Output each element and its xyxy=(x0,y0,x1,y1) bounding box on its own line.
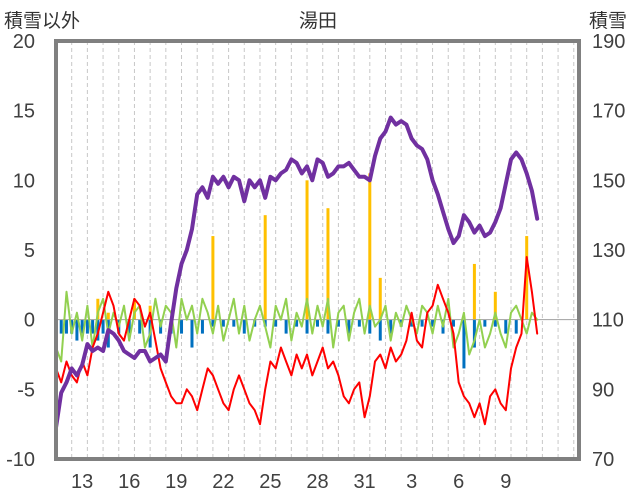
decrease_bar-bar xyxy=(284,319,288,334)
precip_bar-bar xyxy=(211,236,215,320)
x-tick: 28 xyxy=(306,471,328,493)
left-y-tick: 10 xyxy=(13,170,35,192)
left-y-ticks: 20 15 10 5 0 -5 -10 xyxy=(6,31,35,471)
x-tick: 6 xyxy=(453,471,464,493)
decrease_bar-bar xyxy=(347,319,351,334)
decrease_bar-bar xyxy=(85,319,89,334)
decrease_bar-bar xyxy=(389,319,393,334)
left-axis-title: 積雪以外 xyxy=(4,10,81,32)
decrease_bar-bar xyxy=(295,319,299,327)
right-axis-title: 積雪 xyxy=(589,10,628,32)
right-y-tick: 150 xyxy=(592,170,625,192)
decrease_bar-bar xyxy=(483,319,487,327)
decrease_bar-bar xyxy=(410,319,414,327)
x-tick: 3 xyxy=(406,471,417,493)
x-tick: 16 xyxy=(118,471,140,493)
decrease_bar-bar xyxy=(378,319,382,341)
left-y-tick: 0 xyxy=(24,310,35,332)
precip_bar-bar xyxy=(326,208,330,320)
snow_depth-line xyxy=(54,115,540,430)
decrease_bar-bar xyxy=(64,319,68,334)
x-ticks: 13 16 19 22 25 28 31 3 6 9 xyxy=(71,471,511,493)
left-y-tick: 15 xyxy=(13,101,35,123)
decrease_bar-bar xyxy=(305,319,309,334)
decrease_bar-bar xyxy=(514,319,518,334)
right-y-tick: 190 xyxy=(592,31,625,53)
left-y-tick: -10 xyxy=(6,449,35,471)
decrease_bar-bar xyxy=(200,319,204,334)
decrease_bar-bar xyxy=(75,319,79,341)
decrease_bar-bar xyxy=(316,319,319,327)
right-y-tick: 170 xyxy=(592,101,625,123)
right-y-tick: 130 xyxy=(592,240,625,262)
decrease_bar-bar xyxy=(221,319,225,327)
temperature-line xyxy=(55,256,539,426)
precip_bar-bar xyxy=(368,173,372,320)
decrease_bar-bar xyxy=(242,319,246,334)
decrease_bar-bar xyxy=(431,319,435,327)
right-y-tick: 110 xyxy=(592,310,624,332)
left-y-tick: 5 xyxy=(24,240,35,262)
x-tick: 9 xyxy=(500,471,511,493)
decrease_bar-bar xyxy=(493,319,497,327)
x-tick: 19 xyxy=(165,471,187,493)
x-tick: 25 xyxy=(259,471,281,493)
decrease_bar-bar xyxy=(451,319,455,327)
decrease_bar-bar xyxy=(59,319,63,334)
plot-frame xyxy=(54,39,581,461)
decrease_bar-bar xyxy=(127,319,131,334)
decrease_bar-bar xyxy=(232,319,236,327)
precip_bar-bar xyxy=(132,298,136,320)
decrease_bar-bar xyxy=(420,319,424,327)
precip_bar-bar xyxy=(378,277,382,320)
decrease_bar-bar xyxy=(274,319,278,327)
decrease_bar-bar xyxy=(462,319,466,369)
decrease_bar-bar xyxy=(190,319,194,348)
right-y-tick: 70 xyxy=(592,449,614,471)
precip_bar-bar xyxy=(472,263,476,320)
right-y-ticks: 190 170 150 130 110 90 70 xyxy=(592,31,625,471)
decrease_bar-bar xyxy=(357,319,361,327)
decrease_bar-bar xyxy=(326,319,330,334)
decrease_bar-bar xyxy=(504,319,508,334)
right-y-tick: 90 xyxy=(592,379,614,401)
decrease_bar-bar xyxy=(180,319,184,334)
decrease_bar-bar xyxy=(138,319,142,334)
decrease_bar-bar xyxy=(211,319,215,327)
precip_bar-bar xyxy=(305,180,309,320)
left-y-tick: 20 xyxy=(13,31,35,53)
decrease_bar-bar xyxy=(472,319,476,348)
precip_bar-bar xyxy=(525,236,529,320)
left-y-tick: -5 xyxy=(17,379,35,401)
x-tick: 22 xyxy=(212,471,234,493)
decrease_bar-bar xyxy=(336,319,340,327)
decrease_bar-bar xyxy=(80,319,84,334)
precip_bar-bar xyxy=(106,312,110,320)
x-tick: 31 xyxy=(353,471,375,493)
decrease_bar-bar xyxy=(368,319,372,334)
x-tick: 13 xyxy=(71,471,93,493)
decrease_bar-bar xyxy=(91,319,95,334)
precip_bar-bar xyxy=(263,215,267,320)
chart-title: 湯田 xyxy=(298,10,337,32)
line-series xyxy=(54,115,540,430)
precip_bar-bar xyxy=(96,298,100,320)
snow_change-line xyxy=(55,290,539,363)
decrease_bar-bar xyxy=(101,319,105,334)
precip_bar-bar xyxy=(493,291,497,320)
